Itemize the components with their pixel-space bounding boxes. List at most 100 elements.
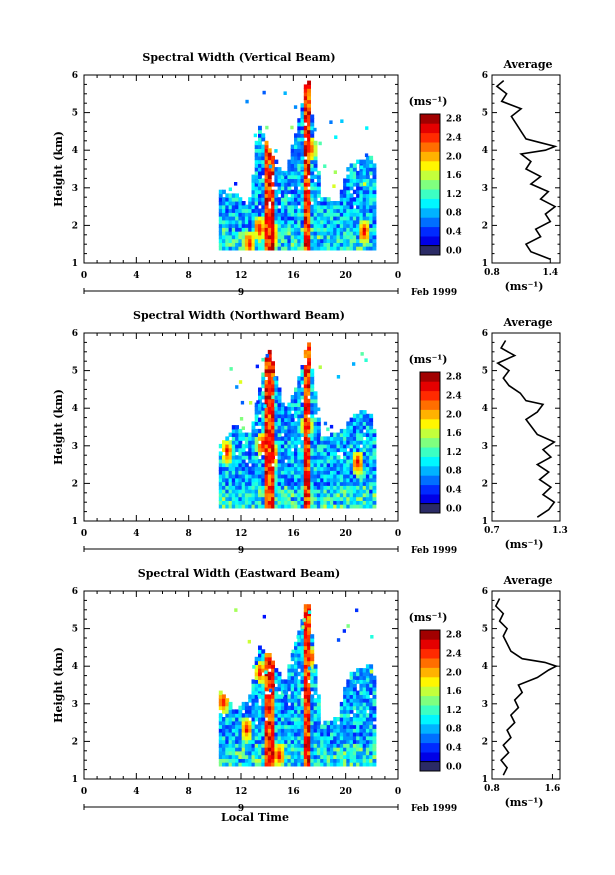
heatmap-cell [248, 447, 253, 453]
heatmap-cell [235, 728, 239, 733]
heatmap-cell [346, 238, 351, 243]
heatmap-cell [359, 728, 364, 733]
heatmap-cell [362, 705, 367, 711]
heatmap-cell [287, 732, 292, 737]
heatmap-cell [359, 201, 364, 206]
heatmap-cell [303, 242, 308, 247]
heatmap-cell [267, 216, 272, 221]
heatmap-cell [218, 466, 223, 471]
heatmap-cell [310, 383, 315, 389]
heatmap-cell [303, 406, 308, 411]
heatmap-cell [343, 234, 347, 240]
heatmap-cell [316, 212, 321, 217]
heatmap-cell [310, 735, 315, 741]
heatmap-cell [294, 455, 298, 460]
heatmap-cell [372, 762, 377, 767]
heatmap-cell [254, 709, 259, 714]
heatmap-cell [238, 489, 243, 494]
heatmap-cell [333, 500, 338, 505]
heatmap-cell [372, 462, 377, 468]
heatmap-cell [333, 754, 338, 759]
heatmap-cell [303, 432, 308, 437]
heatmap-cell [228, 201, 233, 206]
heatmap-cell [294, 223, 298, 228]
colorbar-swatch [420, 456, 440, 467]
heatmap-cell [316, 747, 321, 752]
heatmap-cell [274, 201, 279, 206]
colorbar-swatch [420, 217, 440, 228]
heatmap-cell [271, 728, 275, 733]
heatmap-cell [261, 728, 266, 733]
heatmap-cell [356, 223, 360, 228]
heatmap-cell [349, 234, 354, 240]
heatmap-cell [326, 732, 331, 737]
heatmap-cell [258, 645, 262, 650]
heatmap-cell [330, 455, 334, 460]
heatmap-cell [228, 204, 233, 210]
heatmap-cell [258, 238, 262, 243]
heatmap-cell [267, 391, 272, 396]
heatmap-cell [277, 406, 282, 411]
heatmap-cell [336, 440, 341, 445]
colorbar-swatch [420, 494, 440, 504]
heatmap-cell [362, 683, 367, 688]
heatmap-cell [235, 447, 239, 453]
heatmap-cell [225, 709, 230, 714]
heatmap-cell [274, 750, 279, 756]
heatmap-cell [303, 496, 308, 501]
heatmap-cell [359, 451, 364, 456]
heatmap-cell [264, 365, 269, 370]
heatmap-cell [369, 443, 374, 449]
heatmap-cell [267, 750, 272, 756]
heatmap-cell [238, 762, 243, 767]
heatmap-cell [307, 504, 311, 509]
heatmap-cell [222, 500, 226, 505]
heatmap-cell [303, 425, 308, 430]
heatmap-cell [310, 174, 315, 179]
heatmap-cell [290, 219, 295, 225]
heatmap-cell [336, 732, 341, 737]
heatmap-cell [359, 242, 364, 247]
heatmap-cell [228, 246, 233, 251]
heatmap-cell [244, 500, 249, 505]
heatmap-cell [277, 462, 282, 468]
heatmap-cell [274, 208, 279, 213]
heatmap-cell [310, 238, 315, 243]
colorbar-swatch [420, 705, 440, 715]
heatmap-cell [256, 400, 260, 404]
heatmap-cell [365, 428, 370, 434]
heatmap-cell [271, 201, 275, 206]
heatmap-cell [359, 170, 364, 176]
heatmap-cell [277, 762, 282, 767]
heatmap-cell [287, 402, 292, 407]
heatmap-cell [274, 395, 279, 400]
heatmap-cell [241, 724, 246, 729]
heatmap-cell [218, 698, 223, 703]
heatmap-cell [349, 679, 354, 684]
heatmap-cell [254, 686, 259, 692]
heatmap-cell [362, 417, 367, 422]
heatmap-cell [271, 391, 275, 396]
heatmap-cell [316, 432, 321, 437]
heatmap-cell [271, 477, 275, 483]
heatmap-cell [248, 754, 253, 759]
x-tick-label: 12 [235, 271, 248, 281]
heatmap-cell [362, 485, 367, 490]
heatmap-cell [369, 481, 374, 486]
heatmap-cell [362, 197, 367, 202]
heatmap-cell [264, 679, 269, 684]
heatmap-cell [330, 459, 334, 464]
heatmap-cell [365, 204, 370, 210]
heatmap-cell [359, 762, 364, 767]
heatmap-cell [241, 485, 246, 490]
heatmap-cell [352, 223, 357, 228]
heatmap-cell [336, 238, 341, 243]
heatmap-cell [271, 451, 275, 456]
heatmap-cell [284, 197, 289, 202]
heatmap-cell [284, 462, 289, 468]
heatmap-cell [307, 754, 311, 759]
heatmap-cell [248, 732, 253, 737]
heatmap-cell [254, 208, 259, 213]
heatmap-cell [372, 743, 377, 748]
x-tick-label: 0 [395, 787, 401, 797]
